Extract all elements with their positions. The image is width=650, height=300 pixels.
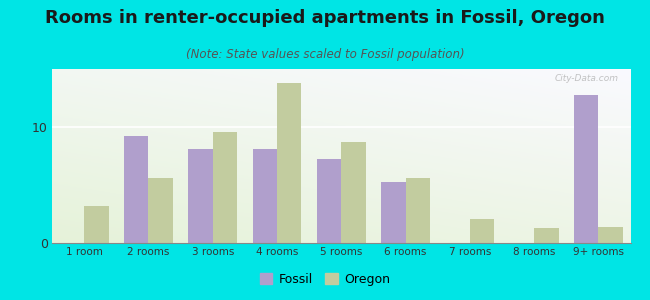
Bar	[84, 206, 109, 243]
Bar	[341, 142, 366, 243]
Bar	[470, 219, 494, 243]
Bar	[253, 149, 277, 243]
Bar	[277, 83, 302, 243]
Bar	[317, 160, 341, 243]
Bar	[574, 94, 599, 243]
Bar	[148, 178, 173, 243]
Bar	[124, 136, 148, 243]
Bar	[188, 149, 213, 243]
Bar	[599, 227, 623, 243]
Legend: Fossil, Oregon: Fossil, Oregon	[255, 268, 395, 291]
Bar	[213, 132, 237, 243]
Bar	[406, 178, 430, 243]
Text: Rooms in renter-occupied apartments in Fossil, Oregon: Rooms in renter-occupied apartments in F…	[45, 9, 605, 27]
Bar	[534, 228, 558, 243]
Bar	[381, 182, 406, 243]
Text: City-Data.com: City-Data.com	[555, 74, 619, 83]
Text: (Note: State values scaled to Fossil population): (Note: State values scaled to Fossil pop…	[186, 48, 464, 61]
